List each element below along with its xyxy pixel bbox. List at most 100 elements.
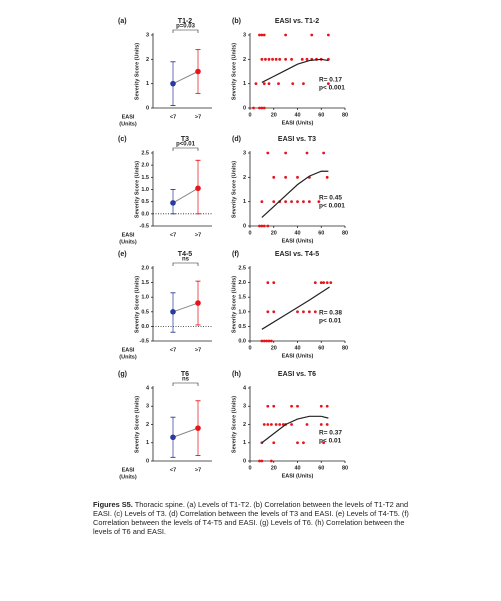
x-tick-label: 60 [318, 230, 324, 236]
y-tick-label: 2 [146, 57, 149, 63]
chart-title: EASI vs. T6 [278, 371, 316, 378]
connector [172, 187, 199, 204]
y-tick-label: 0 [146, 458, 149, 464]
point [272, 200, 276, 204]
x-tick-label: 60 [318, 112, 324, 118]
point [326, 33, 330, 37]
significance-bracket [172, 29, 199, 33]
point [262, 224, 266, 228]
y-tick-label: 1 [243, 81, 246, 87]
y-tick-label: 0 [146, 105, 149, 111]
y-tick-label: 1.0 [141, 187, 149, 193]
point [266, 404, 270, 408]
point [272, 404, 276, 408]
stat-label: p< 0.01 [319, 438, 342, 445]
chart-title: EASI vs. T4-5 [275, 251, 319, 258]
point [260, 106, 264, 110]
point [296, 441, 299, 445]
y-axis-label: Severity Score (Units) [134, 396, 140, 453]
mean-point [170, 309, 176, 315]
y-tick-label: 1 [146, 440, 149, 446]
x-axis-label: EASI (Units) [282, 120, 314, 126]
point [267, 82, 271, 86]
point [329, 281, 333, 284]
stat-label: R= 0.45 [319, 195, 342, 202]
point [266, 423, 270, 426]
y-tick-label: 1.0 [238, 309, 246, 315]
panel-label: (a) [118, 18, 127, 25]
point [266, 224, 270, 228]
y-tick-label: 0.0 [141, 324, 149, 330]
point [272, 441, 276, 445]
y-tick-label: 1 [243, 199, 246, 205]
point [262, 106, 266, 110]
point [296, 175, 299, 179]
point [284, 151, 288, 155]
point [322, 281, 326, 284]
fit-curve [261, 415, 329, 444]
x-axis-label: EASI [122, 114, 135, 120]
point [307, 310, 311, 314]
point [325, 423, 329, 426]
point [267, 339, 271, 343]
chart-title: T3 [181, 136, 189, 143]
x-tick-label: 40 [294, 230, 300, 236]
point [260, 200, 264, 204]
mean-point [195, 185, 201, 192]
x-axis-label: (Units) [119, 474, 137, 480]
x-tick-label: <7 [170, 232, 176, 238]
y-tick-label: 0.0 [238, 338, 246, 344]
stat-label: p< 0.001 [319, 203, 345, 210]
point [313, 281, 317, 284]
point [252, 106, 255, 110]
chart-title: EASI vs. T1-2 [275, 18, 319, 25]
chart-title: EASI vs. T3 [278, 136, 316, 143]
point [307, 200, 311, 204]
mean-point [170, 434, 176, 441]
y-tick-label: 0.5 [141, 199, 149, 205]
point [265, 339, 269, 343]
y-tick-label: -0.5 [140, 223, 149, 229]
point [290, 57, 293, 61]
y-tick-label: 4 [243, 385, 247, 391]
x-tick-label: 40 [294, 465, 300, 471]
point [260, 33, 264, 37]
point [305, 57, 309, 61]
chart-title: T4-5 [178, 251, 193, 258]
point [264, 57, 267, 61]
x-tick-label: 60 [318, 345, 324, 351]
stat-label: p< 0.001 [319, 85, 345, 92]
mean-point [170, 80, 176, 87]
point [305, 151, 309, 155]
y-tick-label: -0.5 [140, 338, 149, 344]
y-tick-label: 3 [243, 32, 246, 38]
point [266, 281, 270, 284]
point [322, 441, 326, 445]
point [274, 423, 278, 426]
y-tick-label: 0.0 [141, 211, 149, 217]
point [278, 57, 282, 61]
point [310, 33, 314, 37]
point [262, 33, 266, 37]
point [296, 404, 299, 408]
x-tick-label: 0 [248, 112, 251, 118]
x-tick-label: >7 [195, 114, 201, 120]
stat-label: R= 0.37 [319, 430, 342, 437]
stat-label: R= 0.38 [319, 310, 342, 317]
x-tick-label: <7 [170, 467, 176, 473]
x-axis-label: (Units) [119, 239, 137, 245]
y-axis-label: Severity Score (Units) [231, 276, 237, 333]
x-tick-label: 20 [271, 345, 277, 351]
point [258, 106, 261, 110]
connector [172, 302, 199, 313]
x-axis-label: EASI (Units) [282, 353, 314, 359]
point [291, 82, 295, 86]
caption: Figures S5. Thoracic spine. (a) Levels o… [93, 500, 418, 536]
panel-label: (c) [118, 136, 127, 143]
point [272, 175, 276, 179]
x-axis-label: EASI [122, 347, 135, 353]
fit-curve [261, 58, 329, 83]
point [271, 57, 274, 61]
point [267, 57, 271, 61]
point [305, 423, 309, 426]
